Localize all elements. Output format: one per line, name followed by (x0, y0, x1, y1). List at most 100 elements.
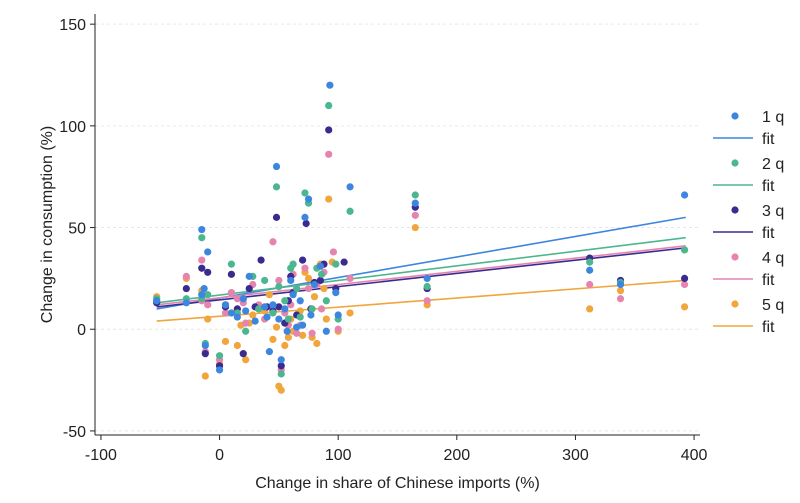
data-point-series-1 (346, 183, 353, 190)
data-point-series-1 (301, 214, 308, 221)
data-point-series-2 (424, 283, 431, 290)
data-point-series-4 (242, 320, 249, 327)
data-point-series-5 (278, 387, 285, 394)
data-point-series-5 (305, 275, 312, 282)
legend-marker-5 (731, 300, 738, 307)
data-point-series-1 (617, 281, 624, 288)
data-point-series-2 (275, 283, 282, 290)
data-point-series-2 (301, 189, 308, 196)
data-point-series-2 (325, 102, 332, 109)
data-point-series-1 (281, 305, 288, 312)
data-point-series-1 (201, 285, 208, 292)
data-point-series-1 (269, 301, 276, 308)
data-point-series-2 (346, 208, 353, 215)
data-point-series-5 (266, 291, 273, 298)
x-tick-label: 100 (325, 447, 352, 464)
data-point-series-1 (311, 281, 318, 288)
fit-lines (157, 217, 686, 321)
legend-marker-2 (731, 159, 738, 166)
data-point-series-3 (198, 265, 205, 272)
data-point-series-5 (325, 195, 332, 202)
data-point-series-3 (240, 350, 247, 357)
fit-line-2 (157, 238, 686, 303)
data-point-series-1 (299, 322, 306, 329)
data-point-series-1 (153, 297, 160, 304)
y-tick-label: 150 (59, 17, 86, 34)
legend-label-1: 1 q (762, 109, 784, 126)
y-tick-label: 50 (68, 221, 86, 238)
data-point-series-4 (325, 151, 332, 158)
data-point-series-5 (204, 315, 211, 322)
data-point-series-3 (299, 256, 306, 263)
x-axis-title: Change in share of Chinese imports (%) (255, 475, 540, 492)
x-tick-label: -100 (85, 447, 117, 464)
x-tick-label: 200 (443, 447, 470, 464)
data-point-series-1 (263, 313, 270, 320)
data-point-series-2 (261, 277, 268, 284)
data-point-series-1 (242, 307, 249, 314)
data-point-series-1 (326, 82, 333, 89)
data-point-series-1 (287, 277, 294, 284)
data-point-series-3 (257, 256, 264, 263)
data-point-series-3 (204, 269, 211, 276)
data-point-series-4 (198, 256, 205, 263)
data-point-series-4 (346, 275, 353, 282)
data-point-series-3 (183, 285, 190, 292)
data-point-series-2 (281, 297, 288, 304)
data-point-series-4 (335, 326, 342, 333)
data-point-series-5 (311, 293, 318, 300)
data-point-series-4 (330, 248, 337, 255)
data-point-series-2 (586, 259, 593, 266)
data-point-series-5 (222, 338, 229, 345)
data-point-series-1 (266, 348, 273, 355)
legend-label-2: 2 q (762, 156, 784, 173)
data-point-series-4 (305, 285, 312, 292)
legend-fit-label-3: fit (762, 225, 775, 242)
data-point-series-1 (228, 309, 235, 316)
data-point-series-3 (681, 275, 688, 282)
data-point-series-4 (228, 289, 235, 296)
data-point-series-2 (297, 313, 304, 320)
data-point-series-5 (412, 224, 419, 231)
data-point-series-1 (240, 295, 247, 302)
data-points (153, 82, 688, 394)
data-point-series-4 (308, 330, 315, 337)
x-tick-label: 0 (215, 447, 224, 464)
data-point-series-2 (308, 305, 315, 312)
legend-marker-4 (731, 253, 738, 260)
data-point-series-1 (222, 301, 229, 308)
data-point-series-4 (301, 265, 308, 272)
data-point-series-1 (204, 248, 211, 255)
data-point-series-1 (234, 313, 241, 320)
data-point-series-5 (681, 303, 688, 310)
scatter-chart: -50050100150-100 0 100 200 300 400 Change in … (0, 0, 800, 503)
data-point-series-2 (242, 328, 249, 335)
data-point-series-1 (198, 226, 205, 233)
data-point-series-3 (303, 220, 310, 227)
data-point-series-2 (332, 261, 339, 268)
data-point-series-1 (307, 311, 314, 318)
data-point-series-4 (318, 305, 325, 312)
data-point-series-5 (313, 340, 320, 347)
data-point-series-1 (284, 328, 291, 335)
data-point-series-5 (320, 285, 327, 292)
legend-marker-3 (731, 206, 738, 213)
data-point-series-2 (216, 352, 223, 359)
data-point-series-5 (285, 334, 292, 341)
data-point-series-5 (202, 372, 209, 379)
data-point-series-1 (202, 342, 209, 349)
legend-fit-label-4: fit (762, 272, 775, 289)
data-point-series-1 (681, 191, 688, 198)
data-point-series-1 (261, 303, 268, 310)
data-point-series-4 (412, 212, 419, 219)
data-point-series-2 (681, 246, 688, 253)
data-point-series-4 (586, 281, 593, 288)
x-tick-label: 400 (681, 447, 708, 464)
legend-fit-label-2: fit (762, 178, 775, 195)
data-point-series-1 (278, 356, 285, 363)
data-point-series-1 (183, 299, 190, 306)
data-point-series-2 (318, 271, 325, 278)
legend-marker-1 (731, 112, 738, 119)
fit-line-1 (157, 217, 686, 309)
data-point-series-5 (586, 305, 593, 312)
